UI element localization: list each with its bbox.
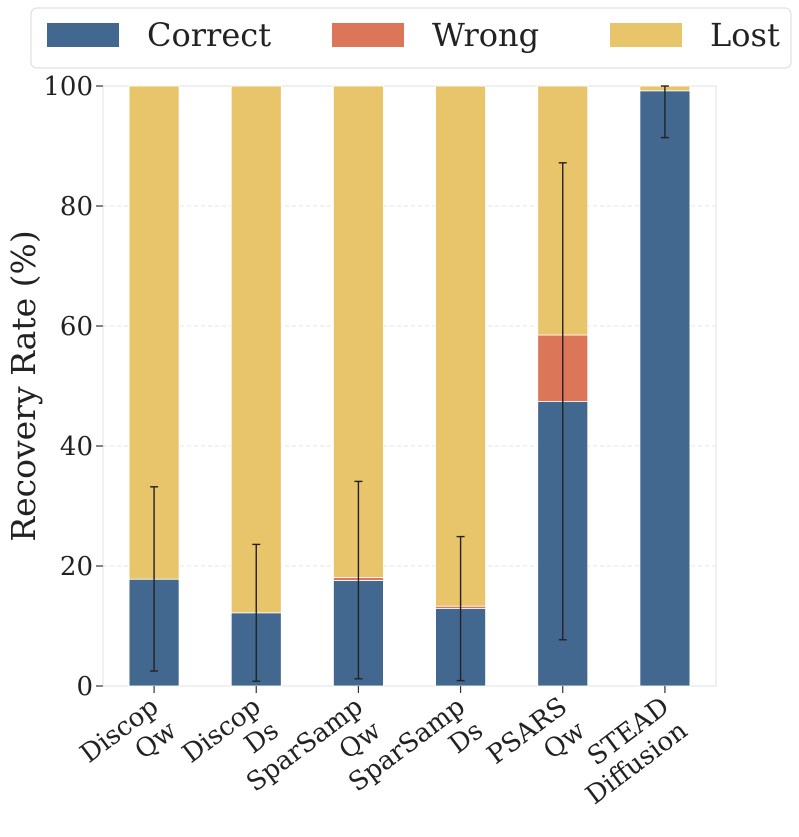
x-tick-label: STEADDiffusion — [562, 691, 693, 810]
legend-swatch-wrong — [332, 23, 404, 47]
y-tick-label: 100 — [43, 72, 93, 102]
bar-lost — [230, 85, 282, 614]
y-tick-label: 80 — [60, 192, 93, 222]
legend-box — [30, 7, 792, 69]
y-tick-label: 20 — [60, 552, 93, 582]
bar-correct — [639, 90, 691, 687]
y-tick-label: 40 — [60, 432, 93, 462]
legend-label-correct: Correct — [147, 16, 271, 54]
plot-frame — [102, 85, 717, 687]
plot-area: 020406080100DiscopQwDiscopDsSparSampQwSp… — [43, 72, 717, 811]
x-tick-label: PSARSQw — [482, 692, 591, 795]
legend-swatch-correct — [47, 23, 119, 47]
bar-lost — [435, 85, 486, 607]
legend-label-wrong: Wrong — [432, 16, 539, 54]
legend: Correct Wrong Lost — [30, 7, 792, 69]
y-tick-label: 0 — [76, 672, 93, 702]
legend-label-lost: Lost — [710, 16, 780, 54]
y-tick-label: 60 — [60, 312, 93, 342]
x-tick-label: DiscopQw — [75, 692, 182, 794]
y-axis-label: Recovery Rate (%) — [4, 230, 43, 541]
legend-swatch-lost — [610, 23, 682, 47]
